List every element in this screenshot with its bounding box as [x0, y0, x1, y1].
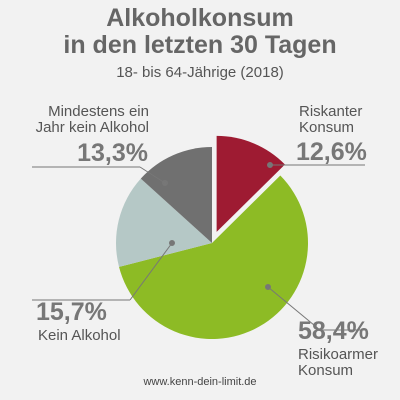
leader-dot-kein	[169, 240, 175, 246]
slice-label-riskanter-line-2: Konsum	[299, 119, 355, 136]
chart-title-line-1: Alkoholkonsum	[106, 4, 294, 32]
slice-label-kein: Kein Alkohol	[38, 327, 121, 344]
pie-slice-3	[140, 147, 212, 243]
leader-line-kein	[129, 242, 173, 301]
slice-value-risikoarm: 58,4%	[298, 317, 369, 345]
slice-label-riskanter-line-1: Riskanter	[299, 103, 363, 120]
slice-label-risikoarm: Risikoarmer Konsum	[298, 347, 378, 379]
slice-label-riskanter: Riskanter Konsum	[299, 104, 362, 136]
footer-url: www.kenn-dein-limit.de	[143, 376, 257, 388]
leader-dot-risikoarm	[265, 284, 271, 290]
slice-label-mindestens: Mindestens ein Jahr kein Alkohol	[20, 104, 149, 136]
pie-slices	[116, 135, 308, 339]
slice-label-mindestens-line-1: Mindestens ein	[48, 103, 149, 120]
slice-value-kein: 15,7%	[36, 298, 107, 326]
pie-slice-0	[216, 135, 285, 232]
leader-line-risikoarm	[267, 286, 321, 331]
leader-lines	[32, 162, 365, 331]
pie-slice-1	[119, 175, 308, 339]
leader-dot-mindestens	[162, 180, 168, 186]
chart-title-line-2: in den letzten 30 Tagen	[63, 31, 337, 59]
slice-label-mindestens-line-2: Jahr kein Alkohol	[35, 119, 149, 136]
slice-value-riskanter: 12,6%	[296, 138, 367, 166]
pie-slice-2	[116, 178, 212, 267]
slice-label-risikoarm-line-2: Konsum	[298, 362, 354, 379]
leader-line-mindestens	[139, 166, 166, 184]
leader-dot-riskanter	[267, 162, 273, 168]
chart-subtitle: 18- bis 64-Jährige (2018)	[116, 64, 284, 81]
slice-value-mindestens: 13,3%	[77, 139, 148, 167]
slice-label-risikoarm-line-1: Risikoarmer	[298, 346, 379, 363]
